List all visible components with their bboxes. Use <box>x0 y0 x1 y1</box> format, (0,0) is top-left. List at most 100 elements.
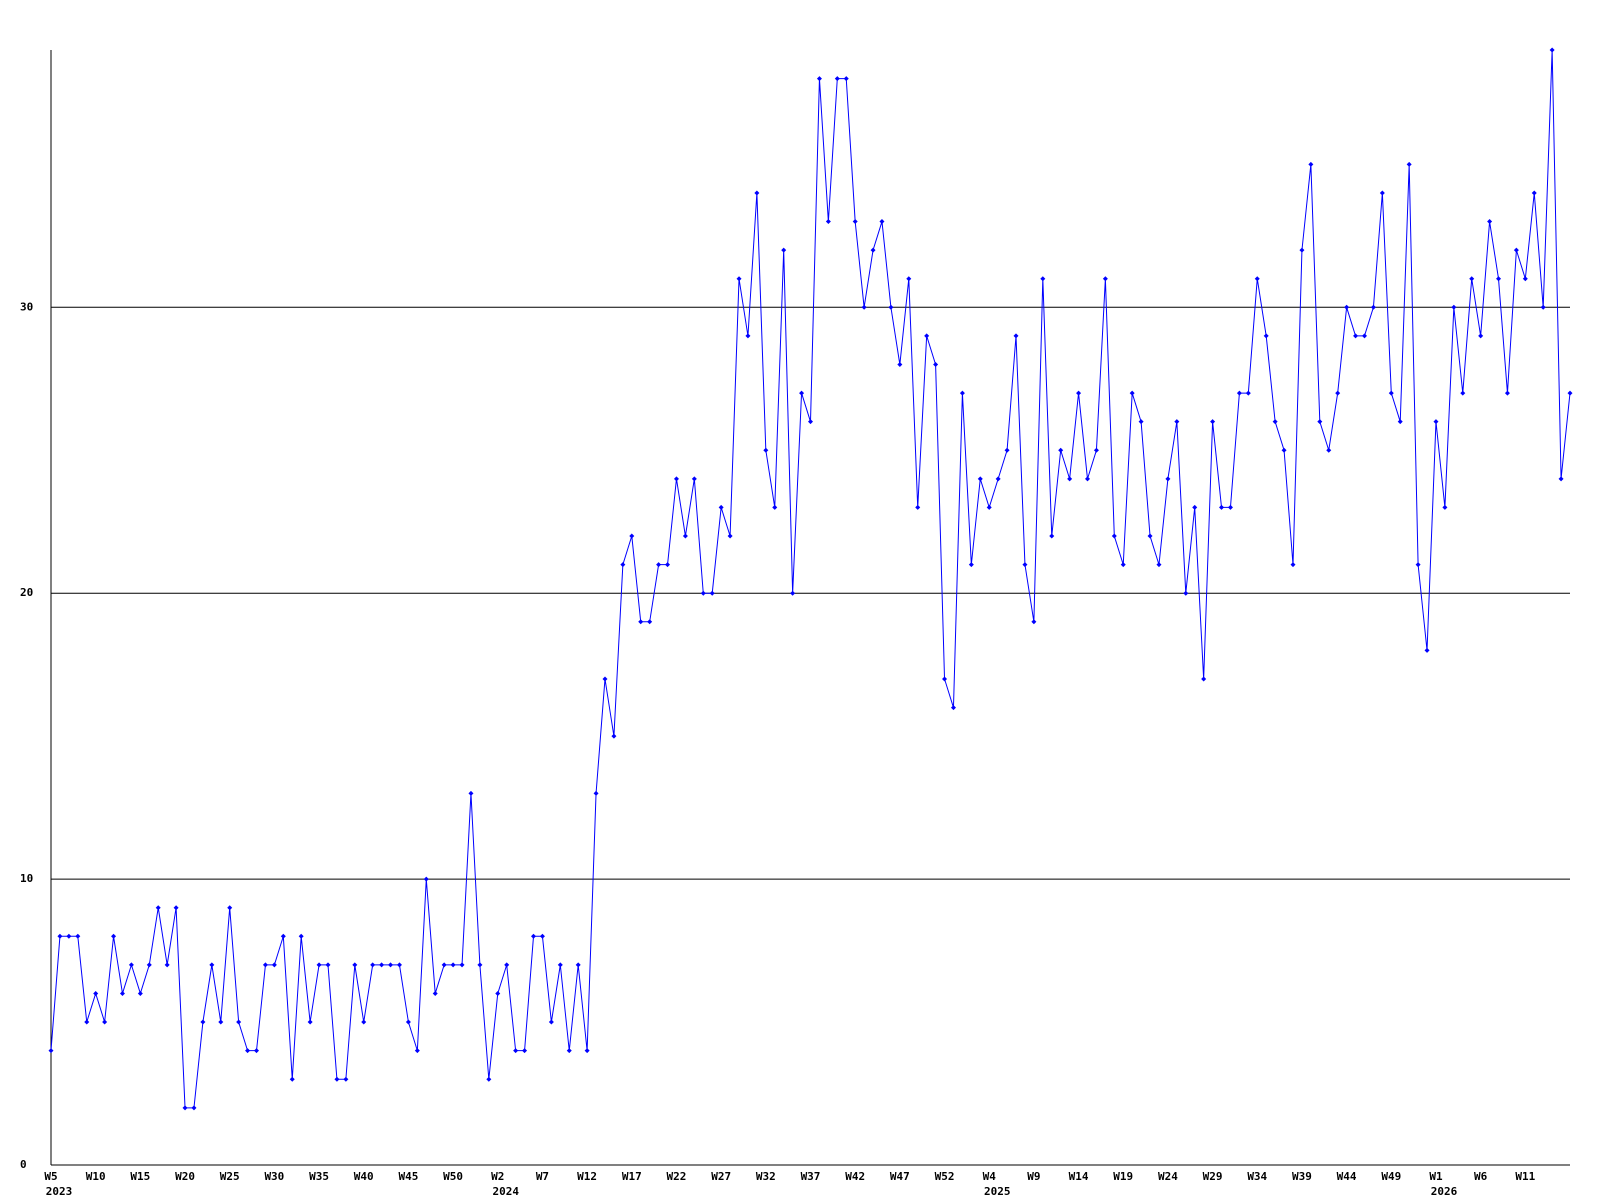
point <box>191 1105 197 1111</box>
point <box>1397 419 1403 425</box>
point <box>754 190 760 196</box>
point <box>575 962 581 968</box>
point <box>1308 161 1314 167</box>
point <box>1415 562 1421 568</box>
point <box>423 876 429 882</box>
point <box>790 590 796 596</box>
point <box>924 333 930 339</box>
x-tick-label: W29 <box>1203 1170 1223 1183</box>
point <box>361 1019 367 1025</box>
point <box>1299 247 1305 253</box>
point <box>75 933 81 939</box>
point <box>700 590 706 596</box>
point <box>843 76 849 82</box>
year-label: 2024 <box>493 1185 520 1198</box>
x-tick-label: W10 <box>86 1170 106 1183</box>
x-tick-label: W47 <box>890 1170 910 1183</box>
point <box>1210 419 1216 425</box>
point <box>93 990 99 996</box>
point <box>1540 304 1546 310</box>
point <box>1522 276 1528 282</box>
point <box>227 905 233 911</box>
x-tick-label: W12 <box>577 1170 597 1183</box>
x-tick-label: W4 <box>983 1170 997 1183</box>
point <box>781 247 787 253</box>
point <box>1236 390 1242 396</box>
point <box>128 962 134 968</box>
point <box>834 76 840 82</box>
x-tick-label: W45 <box>398 1170 418 1183</box>
point <box>316 962 322 968</box>
point <box>1165 476 1171 482</box>
year-label: 2023 <box>46 1185 73 1198</box>
point <box>548 1019 554 1025</box>
point <box>1156 562 1162 568</box>
x-tick-label: W50 <box>443 1170 463 1183</box>
point <box>343 1076 349 1082</box>
point <box>119 990 125 996</box>
point <box>1272 419 1278 425</box>
x-tick-label: W44 <box>1337 1170 1357 1183</box>
point <box>1031 619 1037 625</box>
x-tick-label: W22 <box>667 1170 687 1183</box>
point <box>1040 276 1046 282</box>
x-tick-label: W19 <box>1113 1170 1133 1183</box>
point <box>1496 276 1502 282</box>
point <box>1442 504 1448 510</box>
point <box>370 962 376 968</box>
point <box>1147 533 1153 539</box>
y-tick-label: 10 <box>20 872 33 885</box>
point <box>48 1048 54 1054</box>
x-tick-label: W24 <box>1158 1170 1178 1183</box>
point <box>245 1048 251 1054</box>
point <box>1370 304 1376 310</box>
x-tick-label: W1 <box>1429 1170 1443 1183</box>
point <box>906 276 912 282</box>
point <box>504 962 510 968</box>
year-label: 2025 <box>984 1185 1011 1198</box>
x-tick-label: W42 <box>845 1170 865 1183</box>
point <box>647 619 653 625</box>
point <box>531 933 537 939</box>
point <box>289 1076 295 1082</box>
point <box>1093 447 1099 453</box>
point <box>155 905 161 911</box>
point <box>665 562 671 568</box>
point <box>861 304 867 310</box>
point <box>772 504 778 510</box>
x-tick-label: W30 <box>264 1170 284 1183</box>
x-tick-label: W17 <box>622 1170 642 1183</box>
x-tick-label: W14 <box>1069 1170 1089 1183</box>
y-tick-label: 30 <box>20 300 33 313</box>
point <box>1263 333 1269 339</box>
point <box>1531 190 1537 196</box>
point <box>968 562 974 568</box>
x-tick-label: W11 <box>1515 1170 1535 1183</box>
point <box>915 504 921 510</box>
point <box>236 1019 242 1025</box>
point <box>1379 190 1385 196</box>
point <box>1504 390 1510 396</box>
point <box>307 1019 313 1025</box>
x-tick-label: W5 <box>44 1170 57 1183</box>
point <box>656 562 662 568</box>
point <box>137 990 143 996</box>
point <box>1335 390 1341 396</box>
point <box>432 990 438 996</box>
point <box>763 447 769 453</box>
point <box>1174 419 1180 425</box>
x-tick-label: W34 <box>1247 1170 1267 1183</box>
point <box>1084 476 1090 482</box>
point <box>995 476 1001 482</box>
point <box>1192 504 1198 510</box>
point <box>1388 390 1394 396</box>
point <box>825 219 831 225</box>
point <box>1487 219 1493 225</box>
point <box>1317 419 1323 425</box>
point <box>1049 533 1055 539</box>
point <box>959 390 965 396</box>
point <box>933 361 939 367</box>
x-tick-label: W7 <box>536 1170 549 1183</box>
point <box>539 933 545 939</box>
